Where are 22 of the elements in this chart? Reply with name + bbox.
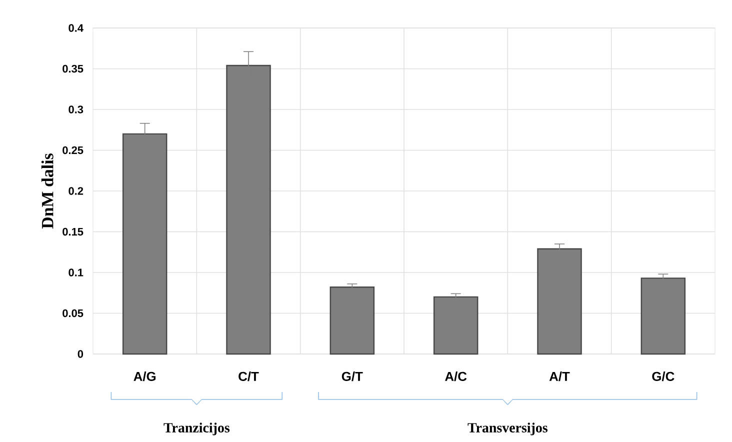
x-tick-label: G/C: [652, 372, 674, 382]
y-tick-label: 0.15: [62, 228, 84, 236]
x-tick-label: A/T: [549, 372, 570, 382]
x-tick-label: G/T: [342, 372, 363, 382]
y-tick-label: 0.35: [62, 64, 84, 73]
y-tick-label: 0: [78, 350, 84, 358]
x-tick-label: C/T: [238, 372, 259, 382]
y-tick-label: 0.25: [62, 146, 84, 154]
text: Tranzicijos: [164, 422, 230, 436]
bar: [330, 286, 375, 355]
bar: [640, 278, 686, 355]
y-tick-label: 0.05: [62, 309, 84, 318]
bar: [537, 248, 582, 355]
text: Transversijos: [468, 422, 548, 436]
x-tick-label: A/G: [134, 372, 156, 382]
y-axis-title: DnM dalis: [41, 154, 54, 229]
y-tick-label: 0.3: [68, 106, 84, 114]
y-tick-label: 0.1: [68, 268, 84, 276]
y-tick-label: 0.4: [68, 24, 84, 32]
x-tick-label: A/C: [445, 372, 467, 382]
bar: [433, 296, 478, 355]
y-tick-label: 0.2: [68, 187, 84, 195]
